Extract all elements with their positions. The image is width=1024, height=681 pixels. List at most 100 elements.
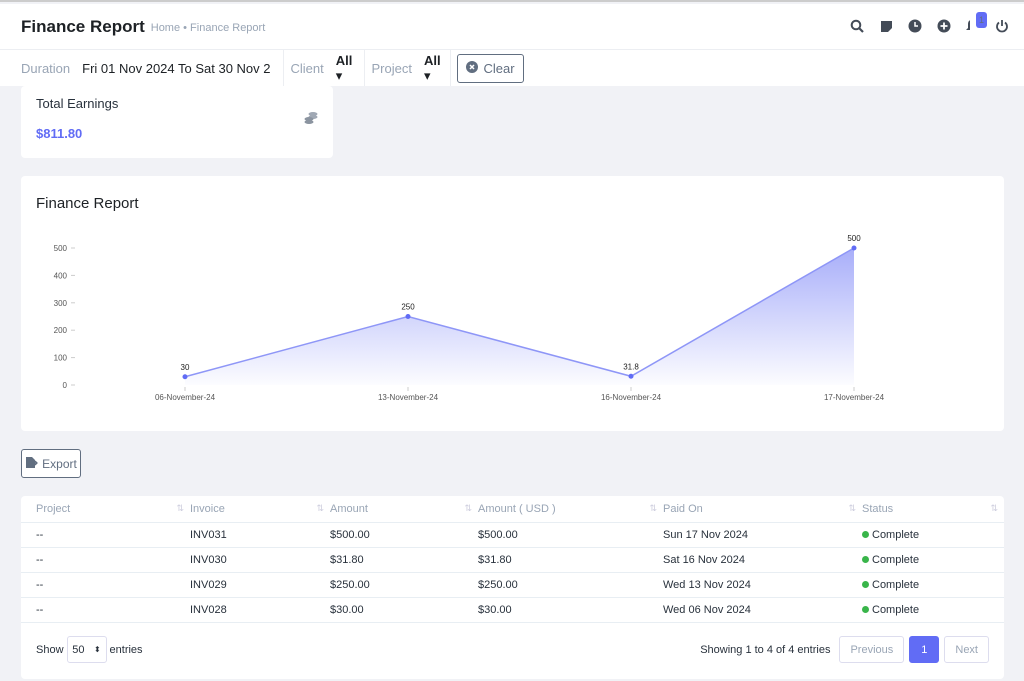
cell-text: -- <box>36 578 44 591</box>
page-title: Finance Report <box>21 16 145 36</box>
cell-text: Sat 16 Nov 2024 <box>663 553 745 566</box>
power-icon[interactable] <box>994 18 1010 34</box>
next-button[interactable]: Next <box>944 636 989 663</box>
column-header[interactable]: Amount ⇅ <box>330 496 478 523</box>
duration-value[interactable]: Fri 01 Nov 2024 To Sat 30 Nov 2 <box>82 60 271 76</box>
page-size-value: 50 <box>72 643 85 656</box>
table-cell: Complete <box>862 597 1004 623</box>
invoices-table-card: Project ⇅ Invoice ⇅ Amount ⇅ Amount ( USD ) ⇅ Pa… <box>21 496 1004 679</box>
status-badge: Complete <box>872 603 920 616</box>
x-tick-label: 16-November-24 <box>601 393 662 402</box>
duration-filter[interactable]: Duration Fri 01 Nov 2024 To Sat 30 Nov 2 <box>0 50 284 86</box>
client-value: All <box>335 52 353 68</box>
column-header[interactable]: Paid On ⇅ <box>663 496 862 523</box>
table-cell: $31.80 <box>330 547 478 573</box>
y-tick-label: 500 <box>54 244 68 253</box>
table-cell: Complete <box>862 572 1004 598</box>
sort-icon[interactable]: ⇅ <box>176 502 184 513</box>
project-filter[interactable]: Project All ▾ <box>365 50 451 86</box>
clear-button[interactable]: Clear <box>456 53 524 83</box>
column-header-label: Amount <box>330 502 368 515</box>
column-header-label: Invoice <box>190 502 225 515</box>
cell-text: $250.00 <box>478 578 518 591</box>
status-badge: Complete <box>872 578 920 591</box>
column-header-label: Project <box>36 502 71 515</box>
sort-icon[interactable]: ⇅ <box>464 502 472 513</box>
coins-icon <box>304 111 318 128</box>
search-icon[interactable] <box>849 18 865 34</box>
y-tick-label: 200 <box>54 326 68 335</box>
column-header[interactable]: Invoice ⇅ <box>190 496 330 523</box>
cell-text: Sun 17 Nov 2024 <box>663 528 749 541</box>
cell-text: INV030 <box>190 553 227 566</box>
table-cell: Wed 06 Nov 2024 <box>663 597 862 623</box>
table-cell: $500.00 <box>330 522 478 548</box>
sort-icon[interactable]: ⇅ <box>848 502 856 513</box>
series-line <box>184 247 855 378</box>
data-label: 250 <box>401 303 415 312</box>
table-row: -- INV031 $500.00 $500.00 Sun 17 Nov 2024 Com… <box>21 522 1004 548</box>
cell-text: $31.80 <box>330 553 364 566</box>
entries-label: entries <box>109 643 143 656</box>
cell-text: $500.00 <box>478 528 518 541</box>
table-cell: $250.00 <box>478 572 663 598</box>
previous-button[interactable]: Previous <box>839 636 905 663</box>
sort-icon[interactable]: ⇅ <box>316 502 324 513</box>
status-dot-icon <box>862 580 869 588</box>
x-tick-label: 06-November-24 <box>155 393 216 402</box>
client-select[interactable]: All ▾ <box>335 52 353 83</box>
data-label: 30 <box>181 363 190 372</box>
project-select[interactable]: All ▾ <box>423 52 441 83</box>
data-label: 500 <box>847 234 861 243</box>
table-footer: Show 50 ⬍ entries Showing 1 to 4 of 4 ent… <box>21 627 1004 672</box>
export-button[interactable]: Export <box>21 449 81 478</box>
chart-title: Finance Report <box>36 195 139 212</box>
column-header[interactable]: Amount ( USD ) ⇅ <box>478 496 663 523</box>
page-1-button[interactable]: 1 <box>909 636 940 663</box>
total-earnings-card: Total Earnings $811.80 <box>21 86 333 158</box>
x-tick-label: 17-November-24 <box>824 393 885 402</box>
client-filter[interactable]: Client All ▾ <box>284 50 365 86</box>
cell-text: $30.00 <box>330 603 364 616</box>
cell-text: $250.00 <box>330 578 370 591</box>
y-tick-label: 0 <box>63 381 68 390</box>
filter-bar: Duration Fri 01 Nov 2024 To Sat 30 Nov 2 … <box>0 50 1024 86</box>
table-cell: -- <box>21 597 190 623</box>
table-cell: -- <box>21 547 190 573</box>
finance-chart: 0 100 200 300 400 500 30 06-November-24 250 13-No… <box>54 234 885 402</box>
show-label: Show <box>36 643 64 656</box>
page-size-select[interactable]: 50 ⬍ <box>66 636 107 663</box>
clock-icon[interactable] <box>907 18 923 34</box>
table-cell: Complete <box>862 547 1004 573</box>
column-header[interactable]: Status ⇅ <box>862 496 1004 523</box>
file-export-icon <box>25 456 39 472</box>
sort-icon[interactable]: ⇅ <box>990 502 998 513</box>
table-row: -- INV028 $30.00 $30.00 Wed 06 Nov 2024 Compl… <box>21 597 1004 623</box>
y-tick-label: 400 <box>54 271 68 280</box>
cell-text: Wed 06 Nov 2024 <box>663 603 751 616</box>
sticky-note-icon[interactable] <box>878 18 894 34</box>
data-point <box>851 245 857 251</box>
column-header[interactable]: Project ⇅ <box>21 496 190 523</box>
duration-label: Duration <box>21 60 71 76</box>
add-circle-icon[interactable] <box>936 18 952 34</box>
project-value: All <box>423 52 441 68</box>
series-area <box>185 248 854 385</box>
cell-text: $30.00 <box>478 603 512 616</box>
table-info: Showing 1 to 4 of 4 entries <box>700 643 831 656</box>
project-label: Project <box>371 60 412 76</box>
cell-text: INV029 <box>190 578 227 591</box>
cell-text: -- <box>36 553 44 566</box>
table-cell: INV031 <box>190 522 330 548</box>
status-badge: Complete <box>872 553 920 566</box>
bell-icon[interactable]: 1 <box>965 12 987 34</box>
data-point <box>628 373 634 379</box>
breadcrumb[interactable]: Home • Finance Report <box>150 21 266 34</box>
table-cell: Wed 13 Nov 2024 <box>663 572 862 598</box>
export-label: Export <box>42 456 77 471</box>
cell-text: $500.00 <box>330 528 370 541</box>
kpi-value: $811.80 <box>36 126 83 141</box>
table-row: -- INV030 $31.80 $31.80 Sat 16 Nov 2024 Compl… <box>21 547 1004 573</box>
column-header-label: Status <box>862 502 894 515</box>
sort-icon[interactable]: ⇅ <box>649 502 657 513</box>
